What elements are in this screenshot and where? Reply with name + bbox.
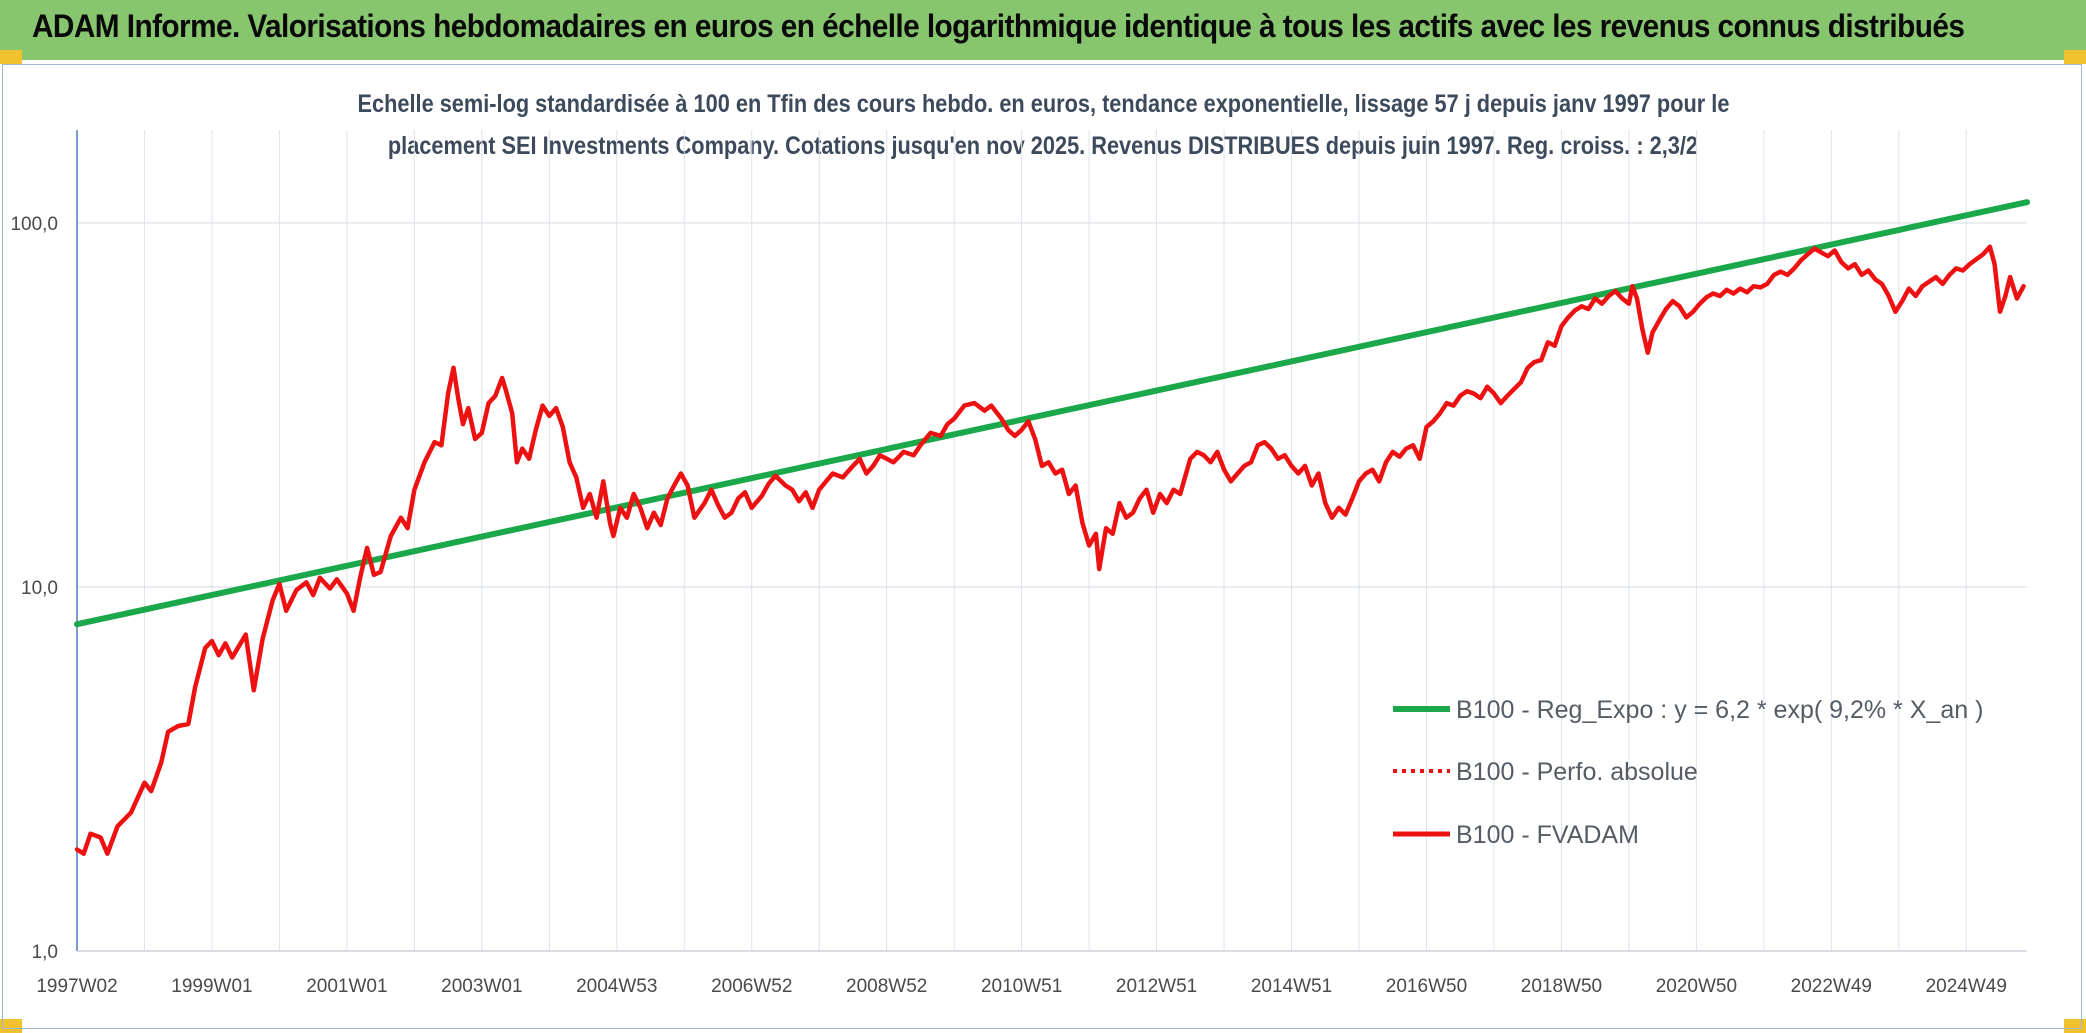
x-tick-label: 2006W52	[711, 976, 792, 997]
chart-title-line-1: Echelle semi-log standardisée à 100 en T…	[357, 90, 1729, 118]
legend: B100 - Reg_Expo : y = 6,2 * exp( 9,2% * …	[1393, 696, 1983, 849]
x-tick-label: 2020W50	[1656, 976, 1737, 997]
y-tick-label: 100,0	[10, 214, 58, 235]
corner-marker-top-left	[0, 50, 22, 64]
x-axis-tick-labels: 1997W02 1999W01 2001W01 2003W01 2004W53 2006W…	[36, 976, 2007, 997]
x-tick-label: 2004W53	[576, 976, 657, 997]
x-tick-label: 1999W01	[171, 976, 252, 997]
corner-marker-bottom-right	[2064, 1019, 2086, 1033]
x-tick-label: 2010W51	[981, 976, 1062, 997]
fvadam-price-line	[74, 244, 2026, 856]
report-title: ADAM Informe. Valorisations hebdomadaire…	[32, 8, 1965, 44]
x-tick-label: 2001W01	[306, 976, 387, 997]
axes	[76, 130, 2027, 952]
y-tick-label: 1,0	[32, 942, 58, 963]
legend-label-regression: B100 - Reg_Expo : y = 6,2 * exp( 9,2% * …	[1456, 696, 1983, 724]
x-tick-label: 2016W50	[1386, 976, 1467, 997]
x-tick-label: 2012W51	[1116, 976, 1197, 997]
corner-marker-bottom-left	[0, 1019, 22, 1033]
title-banner: ADAM Informe. Valorisations hebdomadaire…	[0, 0, 2086, 60]
x-tick-label: 2008W52	[846, 976, 927, 997]
x-tick-label: 2014W51	[1251, 976, 1332, 997]
chart-title-line-2: placement SEI Investments Company. Cotat…	[387, 132, 1699, 160]
legend-label-absolute-performance: B100 - Perfo. absolue	[1456, 758, 1698, 786]
y-tick-label: 10,0	[21, 578, 58, 599]
legend-label-fvadam: B100 - FVADAM	[1456, 821, 1639, 849]
x-tick-label: 2022W49	[1791, 976, 1872, 997]
x-tick-label: 2024W49	[1926, 976, 2007, 997]
gridlines	[77, 130, 2027, 952]
x-tick-label: 2003W01	[441, 976, 522, 997]
y-axis-tick-labels: 1,0 10,0 100,0	[10, 214, 58, 963]
series-lines	[74, 199, 2030, 856]
regression-trend-line	[74, 199, 2030, 628]
x-tick-label: 1997W02	[36, 976, 117, 997]
x-tick-label: 2018W50	[1521, 976, 1602, 997]
corner-marker-top-right	[2064, 50, 2086, 64]
chart-frame	[2, 64, 2082, 1029]
